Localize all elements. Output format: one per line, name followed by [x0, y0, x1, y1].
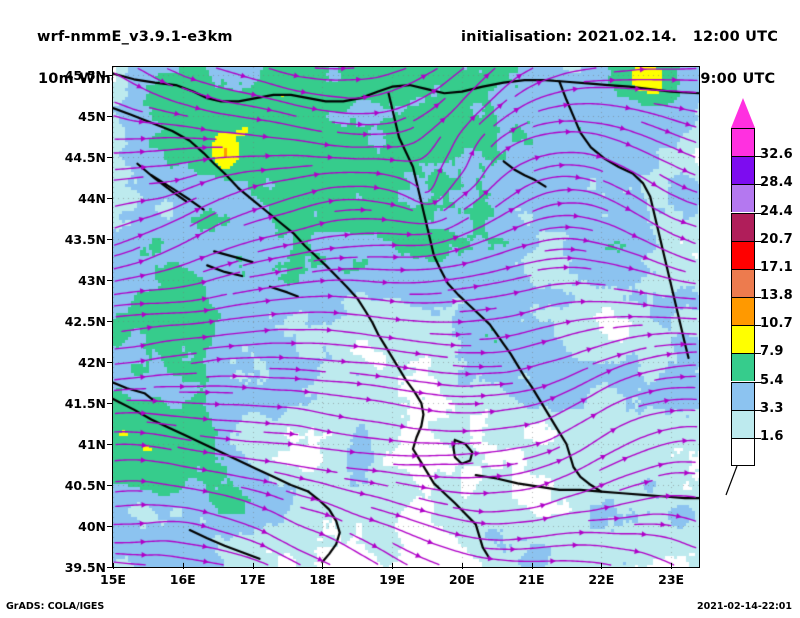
colorbar-tick-label: 28.4 [760, 175, 793, 191]
y-axis-label: 42.5N [64, 314, 106, 330]
y-axis-tick [107, 567, 113, 568]
y-axis-tick [107, 157, 113, 159]
colorbar-tick-mark [755, 325, 761, 327]
colorbar-band [731, 240, 755, 269]
y-axis-tick [107, 198, 113, 200]
colorbar-tick-mark [755, 240, 761, 242]
y-axis-label: 40N [78, 519, 106, 535]
y-axis-tick [107, 526, 113, 528]
y-axis-tick [107, 239, 113, 241]
colorbar-tick-label: 7.9 [760, 344, 784, 360]
x-axis-tick [531, 563, 533, 569]
colorbar-tick-mark [755, 437, 761, 439]
y-axis-tick [107, 444, 113, 446]
colorbar-band [731, 268, 755, 297]
x-axis-label: 15E [100, 572, 126, 587]
colorbar-tick-label: 10.7 [760, 316, 793, 332]
y-axis-label: 41.5N [64, 396, 106, 412]
map-plot-area[interactable] [112, 66, 700, 568]
y-axis-tick [107, 362, 113, 364]
model-title: wrf-nmmE_v3.9.1-e3km [37, 29, 233, 45]
x-axis-label: 21E [518, 572, 545, 587]
colorbar-band [731, 297, 755, 326]
x-axis-tick [252, 563, 254, 569]
y-axis-tick [107, 403, 113, 405]
colorbar-top-arrow [731, 98, 755, 128]
colorbar-tick-label: 17.1 [760, 259, 793, 275]
x-axis-tick [601, 563, 603, 569]
render-timestamp: 2021-02-14-22:01 [697, 601, 792, 612]
colorbar-tick-mark [755, 381, 761, 383]
colorbar-tick-label: 24.4 [760, 203, 793, 219]
y-axis-label: 43.5N [64, 232, 106, 248]
colorbar-tick-mark [755, 297, 761, 298]
x-axis-tick [461, 563, 463, 569]
y-axis-tick [107, 75, 113, 77]
y-axis-label: 45.5N [64, 68, 106, 84]
y-axis-label: 41N [78, 437, 106, 453]
colorbar-tick-label: 32.6 [760, 147, 793, 163]
x-axis-label: 23E [658, 572, 685, 587]
x-axis-tick [671, 563, 673, 569]
colorbar-legend [731, 128, 755, 466]
y-axis-tick [107, 280, 113, 282]
y-axis-label: 43N [78, 273, 106, 289]
initialisation-time: initialisation: 2021.02.14. 12:00 UTC [461, 29, 779, 45]
colorbar-band [731, 437, 755, 466]
x-axis-label: 20E [448, 572, 475, 587]
colorbar-bottom-tail [725, 466, 738, 496]
y-axis-tick [107, 485, 113, 487]
x-axis-label: 19E [379, 572, 406, 587]
x-axis-label: 22E [588, 572, 615, 587]
x-axis-label: 17E [239, 572, 266, 587]
page-header: wrf-nmmE_v3.9.1-e3km 10m Wind [m/s] init… [0, 0, 800, 87]
colorbar-band [731, 184, 755, 213]
y-axis-label: 44N [78, 191, 106, 207]
y-axis-tick [107, 321, 113, 323]
colorbar-tick-label: 1.6 [760, 428, 784, 444]
colorbar-band [731, 156, 755, 185]
colorbar-tick-mark [755, 156, 761, 158]
x-axis-tick [392, 563, 394, 569]
colorbar-tick-label: 13.8 [760, 288, 793, 303]
colorbar-tick-mark [755, 184, 761, 186]
colorbar-tick-mark [755, 409, 761, 411]
colorbar-tick-label: 3.3 [760, 400, 784, 416]
x-axis-label: 18E [309, 572, 336, 587]
y-axis-label: 44.5N [64, 150, 106, 166]
wind-field-canvas [113, 67, 699, 567]
colorbar-tick-label: 20.7 [760, 231, 793, 247]
colorbar-tick-mark [755, 353, 761, 355]
colorbar-tick-mark [755, 268, 761, 270]
colorbar-tick-mark [755, 212, 761, 214]
y-axis-label: 40.5N [64, 478, 106, 494]
colorbar-tick-label: 5.4 [760, 372, 784, 388]
colorbar-band [731, 128, 755, 157]
x-axis-label: 16E [169, 572, 196, 587]
x-axis-tick [322, 563, 324, 569]
y-axis-label: 42N [78, 355, 106, 371]
grads-credit: GrADS: COLA/IGES [6, 601, 105, 612]
colorbar-band [731, 212, 755, 241]
colorbar-band [731, 325, 755, 354]
colorbar-band [731, 381, 755, 410]
x-axis-tick [113, 563, 114, 569]
x-axis-tick [182, 563, 184, 569]
y-axis-label: 39.5N [64, 560, 106, 575]
y-axis-tick [107, 116, 113, 118]
y-axis-label: 45N [78, 109, 106, 125]
colorbar-band [731, 353, 755, 382]
colorbar-band [731, 409, 755, 438]
